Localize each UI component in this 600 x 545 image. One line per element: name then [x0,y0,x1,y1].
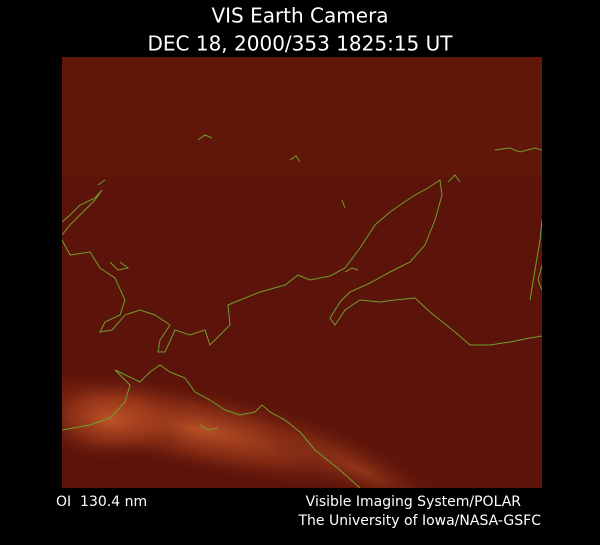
title: VIS Earth Camera [211,4,388,28]
timestamp: DEC 18, 2000/353 1825:15 UT [148,32,454,56]
filter-label: OI 130.4 nm [56,494,147,510]
institution-label: The University of Iowa/NASA-GSFC [297,513,541,529]
camera-image [62,57,542,488]
instrument-label: Visible Imaging System/POLAR [306,494,522,510]
